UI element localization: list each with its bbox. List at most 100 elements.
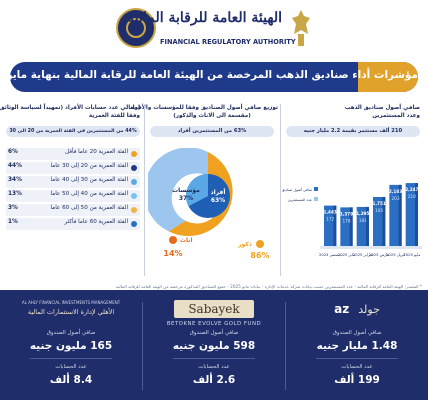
x-tick-label: مارس 2025 (369, 252, 390, 257)
x-tick-label: فبراير 2025 (353, 252, 373, 257)
age-panel-heading-2: وفقا للفئة العمرية (88, 113, 140, 119)
institutions-individuals-donut: أفراد 63% مؤسسات 37% اناث 14% ذكور 86% (148, 148, 270, 260)
source-footnote: * المصدر: الهيئة العامة للرقابة المالية … (115, 284, 422, 289)
age-row-label: الفئة العمرية من 40 إلى 50 عاما (50, 191, 128, 197)
female-icon (169, 236, 177, 244)
age-row-percent: 44% (8, 163, 22, 169)
age-row-color-dot (131, 193, 137, 199)
legend-entry: عدد المستثمرين (288, 198, 312, 202)
bar-value-label-investors: 185 (375, 208, 383, 213)
bar-value-label-assets: 1,395 (356, 211, 369, 216)
age-row-label: الفئة العمرية 20 عاما فأقل (65, 149, 128, 155)
age-row: 3% الفئة العمرية من 50 إلى 60 عاما (6, 204, 140, 216)
bar-3d-side (349, 207, 353, 246)
age-row-color-dot (131, 221, 137, 227)
males-value: 86% (250, 251, 269, 260)
fund-accounts-value: 199 ألف (334, 374, 380, 386)
bar-3d-side (382, 196, 386, 246)
age-row-color-dot (131, 207, 137, 213)
bar-3d-side (366, 206, 369, 246)
age-panel-summary-pill: 44% من المستثمرين في الفئة العمرية من 20… (6, 126, 140, 137)
bar-value-label-assets: 2,247 (405, 187, 418, 192)
bar-value-label-assets: 2,183 (389, 189, 402, 194)
institutions-value: 37% (179, 195, 193, 202)
bar-net-assets (356, 206, 369, 246)
fund-accounts-label: عدد الحسابات (55, 364, 87, 370)
panel-divider-left (144, 104, 145, 276)
age-row: 6% الفئة العمرية 20 عاما فأقل (6, 148, 140, 160)
bar-value-label-investors: 210 (408, 194, 416, 199)
institutions-label: مؤسسات (172, 187, 200, 194)
egypt-eagle-icon (292, 10, 310, 46)
age-row-label: الفئة العمرية من 20 إلى 30 عاما (50, 163, 128, 169)
page-title: مؤشرات أداء صناديق الذهب المرخصة من الهي… (10, 69, 418, 81)
panel-divider-right (280, 104, 281, 276)
bar-value-label-assets: 1,751 (373, 201, 386, 206)
x-tick-label: ديسمبر 2024 (319, 252, 342, 257)
age-row-color-dot (131, 151, 137, 157)
age-panel-heading-1: إجمالي عدد حسابات الأفراد (تمهيداً لسياس… (0, 105, 140, 111)
age-row-percent: 1% (8, 219, 18, 225)
individuals-label: أفراد (211, 188, 226, 196)
bar-net-assets (340, 207, 353, 246)
legend-swatch (314, 187, 318, 191)
age-row-percent: 13% (8, 191, 22, 197)
fund-accounts-value: 2.6 ألف (192, 374, 236, 386)
age-row-color-dot (131, 165, 137, 171)
fund-assets-label: صافي أصول الصندوق (46, 330, 96, 336)
fund-card-al-ahly: AL AHLY FINANCIAL INVESTMENTS MANAGEMENT… (0, 290, 142, 400)
bar-chart-legend: صافي أصول صناديق الذهب عدد المستثمرين (282, 187, 318, 202)
x-tick-label: مايو 2025 (403, 252, 420, 257)
females-value: 14% (163, 249, 182, 258)
legend-swatch (314, 197, 318, 201)
age-row: 13% الفئة العمرية من 40 إلى 50 عاما (6, 190, 140, 202)
bar-net-assets (373, 196, 386, 246)
page-header: الهيئة العامة للرقابة المالية FINANCIAL … (0, 0, 428, 58)
age-distribution-list: 6% الفئة العمرية 20 عاما فأقل 44% الفئة الع… (6, 148, 144, 372)
authority-name-english: FINANCIAL REGULATORY AUTHORITY (160, 38, 296, 46)
individuals-value: 63% (211, 197, 225, 204)
fund-assets-label: صافي أصول الصندوق (189, 330, 239, 336)
bar-panel-heading-2: وعدد المستثمرين (372, 113, 420, 119)
bar-value-label-investors: 203 (392, 196, 400, 201)
age-row-label: الفئة العمرية من 50 إلى 60 عاما (50, 205, 128, 211)
bar-panel-heading-1: صافي أصول صناديق الذهب (344, 105, 420, 111)
male-icon (256, 240, 264, 248)
donut-panel-heading-1: توزيع صافي أصول الصناديق وفقا للمؤسسات و… (129, 105, 278, 111)
age-row-label: الفئة العمرية من 30 إلى 40 عاما (50, 177, 128, 183)
bar-net-assets (389, 184, 402, 246)
funds-band: az جولد صافي أصول الصندوق 1.48 مليار جني… (0, 290, 428, 400)
fund-assets-label: صافي أصول الصندوق (332, 330, 382, 336)
bar-panel-summary-pill: 210 ألف مستثمر بقيمة 2.2 مليار جنيه (286, 126, 420, 137)
fund-accounts-label: عدد الحسابات (341, 364, 373, 370)
sabayek-logo: Sabayek (143, 298, 285, 322)
donut-panel-summary-pill: 63% من المستثمرين أفراد (150, 126, 274, 137)
authority-name-arabic: الهيئة العامة للرقابة المالية (127, 10, 282, 26)
title-band: مؤشرات أداء صناديق الذهب المرخصة من الهي… (10, 62, 418, 92)
assets-investors-bar-chart: صافي أصول صناديق الذهب عدد المستثمرين 1,4… (282, 183, 422, 257)
sabayek-tagline: BETOKNE EVOLVE GOLD FUND (166, 321, 262, 327)
donut-slice-institutions (148, 148, 208, 232)
bar-net-assets (324, 205, 337, 246)
fund-assets-value: 598 مليون جنيه (172, 340, 256, 352)
age-row-percent: 3% (8, 205, 18, 211)
age-row: 1% الفئة العمرية 60 عاما فأكثر (6, 218, 140, 230)
bar-value-label-assets: 1,443 (324, 210, 337, 215)
bar-value-label-investors: 181 (359, 218, 367, 223)
fund-card-az-gold: az جولد صافي أصول الصندوق 1.48 مليار جني… (286, 290, 428, 400)
bar-3d-side (333, 205, 337, 246)
age-row-percent: 34% (8, 177, 22, 183)
legend-entry: صافي أصول صناديق الذهب (282, 187, 312, 192)
x-tick-label: يناير 2025 (338, 252, 355, 257)
al-ahly-logo: AL AHLY FINANCIAL INVESTMENTS MANAGEMENT… (21, 300, 121, 316)
age-row-color-dot (131, 179, 137, 185)
bar-value-label-assets: 1,379 (340, 211, 353, 216)
bar-value-label-investors: 178 (343, 218, 351, 223)
age-row: 34% الفئة العمرية من 30 إلى 40 عاما (6, 176, 140, 188)
az-gold-logo: az جولد (334, 302, 380, 316)
age-row-label: الفئة العمرية 60 عاما فأكثر (64, 219, 128, 225)
females-label: اناث (180, 237, 193, 244)
bar-net-assets (405, 183, 418, 246)
fund-assets-value: 165 مليون جنيه (29, 340, 113, 352)
males-label: ذكور (237, 241, 252, 248)
